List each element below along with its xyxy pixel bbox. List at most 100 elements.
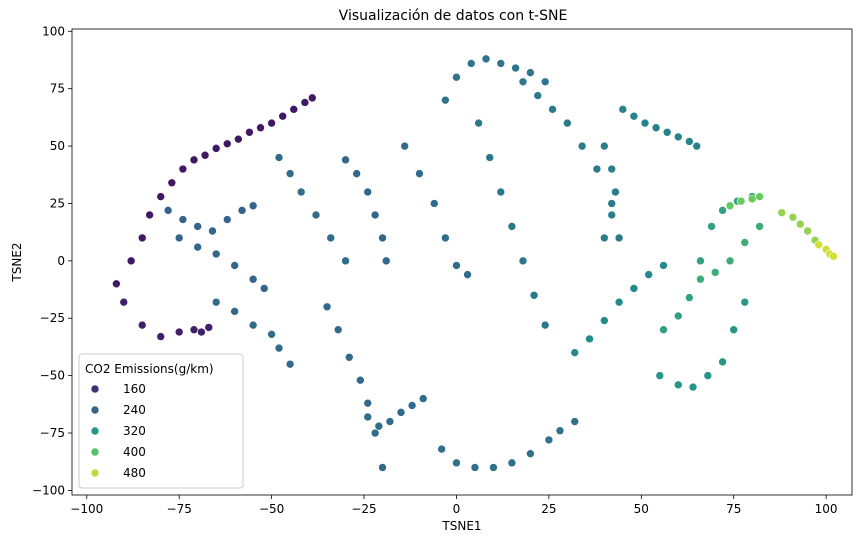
data-point (415, 169, 424, 178)
x-tick-label: 0 (453, 502, 461, 516)
data-point (407, 401, 417, 410)
y-tick-label: −25 (40, 311, 65, 325)
data-point (788, 212, 798, 222)
data-point (174, 233, 184, 243)
data-point (518, 256, 528, 266)
y-tick-label: −75 (40, 426, 65, 440)
data-point (189, 325, 199, 335)
data-point (418, 394, 428, 403)
data-point (441, 95, 450, 105)
data-point (529, 290, 539, 300)
data-point (344, 352, 354, 362)
data-point (274, 343, 284, 353)
data-point (463, 270, 472, 279)
legend-title: CO2 Emissions(g/km) (85, 362, 214, 376)
data-point (659, 325, 668, 335)
data-point (688, 382, 698, 392)
x-tick-label: −50 (259, 502, 284, 516)
data-point (489, 463, 498, 472)
data-point (577, 141, 587, 151)
data-point (189, 155, 199, 165)
data-point (211, 144, 221, 153)
data-point (356, 375, 365, 385)
data-point (178, 164, 188, 174)
data-point (673, 311, 683, 321)
data-point (544, 435, 554, 445)
data-point (289, 105, 299, 114)
data-point (644, 270, 653, 279)
data-point (607, 210, 617, 220)
x-tick-label: −75 (167, 502, 192, 516)
data-point (570, 348, 580, 357)
legend-marker (90, 405, 100, 415)
data-point (137, 233, 147, 243)
x-tick-label: 100 (815, 502, 838, 516)
data-point (496, 187, 506, 197)
data-point (662, 128, 672, 137)
y-axis-label: TSNE2 (10, 242, 24, 282)
y-tick-label: −50 (40, 369, 65, 383)
data-point (673, 380, 683, 390)
data-point (829, 251, 838, 261)
data-point (696, 256, 705, 266)
data-point (174, 327, 184, 337)
data-point (400, 141, 410, 151)
data-point (659, 261, 668, 270)
data-point (429, 199, 439, 208)
data-point (533, 91, 543, 100)
y-tick-label: 100 (42, 24, 65, 38)
data-point (193, 242, 202, 252)
data-point (618, 105, 628, 114)
data-point (585, 334, 594, 344)
data-point (485, 153, 495, 162)
x-axis-label: TSNE1 (441, 519, 481, 533)
data-point (193, 222, 202, 231)
data-point (563, 118, 572, 128)
data-point (655, 371, 665, 380)
data-point (370, 428, 380, 438)
y-tick-label: 0 (57, 254, 65, 268)
data-point (718, 357, 727, 367)
legend-label: 480 (123, 466, 146, 480)
data-point (474, 118, 483, 128)
data-point (352, 169, 361, 178)
data-point (385, 417, 395, 426)
data-point (600, 141, 609, 151)
chart-title: Visualización de datos con t-SNE (339, 8, 568, 24)
legend-box (78, 353, 244, 489)
data-point (307, 93, 317, 103)
data-point (614, 297, 624, 307)
data-point (755, 192, 764, 201)
x-tick-label: 50 (634, 502, 649, 516)
data-point (526, 68, 535, 77)
data-point (156, 332, 166, 341)
data-point (685, 137, 694, 146)
legend-marker (90, 468, 100, 478)
data-point (548, 105, 557, 114)
legend-marker (90, 447, 100, 457)
data-point (729, 325, 739, 335)
data-point (685, 293, 694, 302)
data-point (278, 111, 288, 121)
data-point (222, 215, 232, 224)
data-point (156, 192, 166, 201)
y-tick-label: −100 (32, 483, 65, 497)
data-point (747, 194, 757, 204)
data-point (507, 222, 517, 231)
legend-marker (90, 384, 100, 394)
data-point (381, 256, 391, 266)
x-tick-label: −25 (351, 502, 376, 516)
x-tick-label: 75 (726, 502, 741, 516)
data-point (234, 134, 243, 144)
legend-marker (90, 426, 100, 436)
data-point (540, 320, 550, 330)
data-point (470, 463, 480, 472)
data-point (222, 139, 232, 149)
data-point (511, 63, 520, 73)
data-point (163, 206, 173, 215)
data-point (725, 201, 735, 211)
data-point (341, 155, 350, 165)
data-point (256, 123, 265, 133)
data-point (145, 210, 154, 220)
